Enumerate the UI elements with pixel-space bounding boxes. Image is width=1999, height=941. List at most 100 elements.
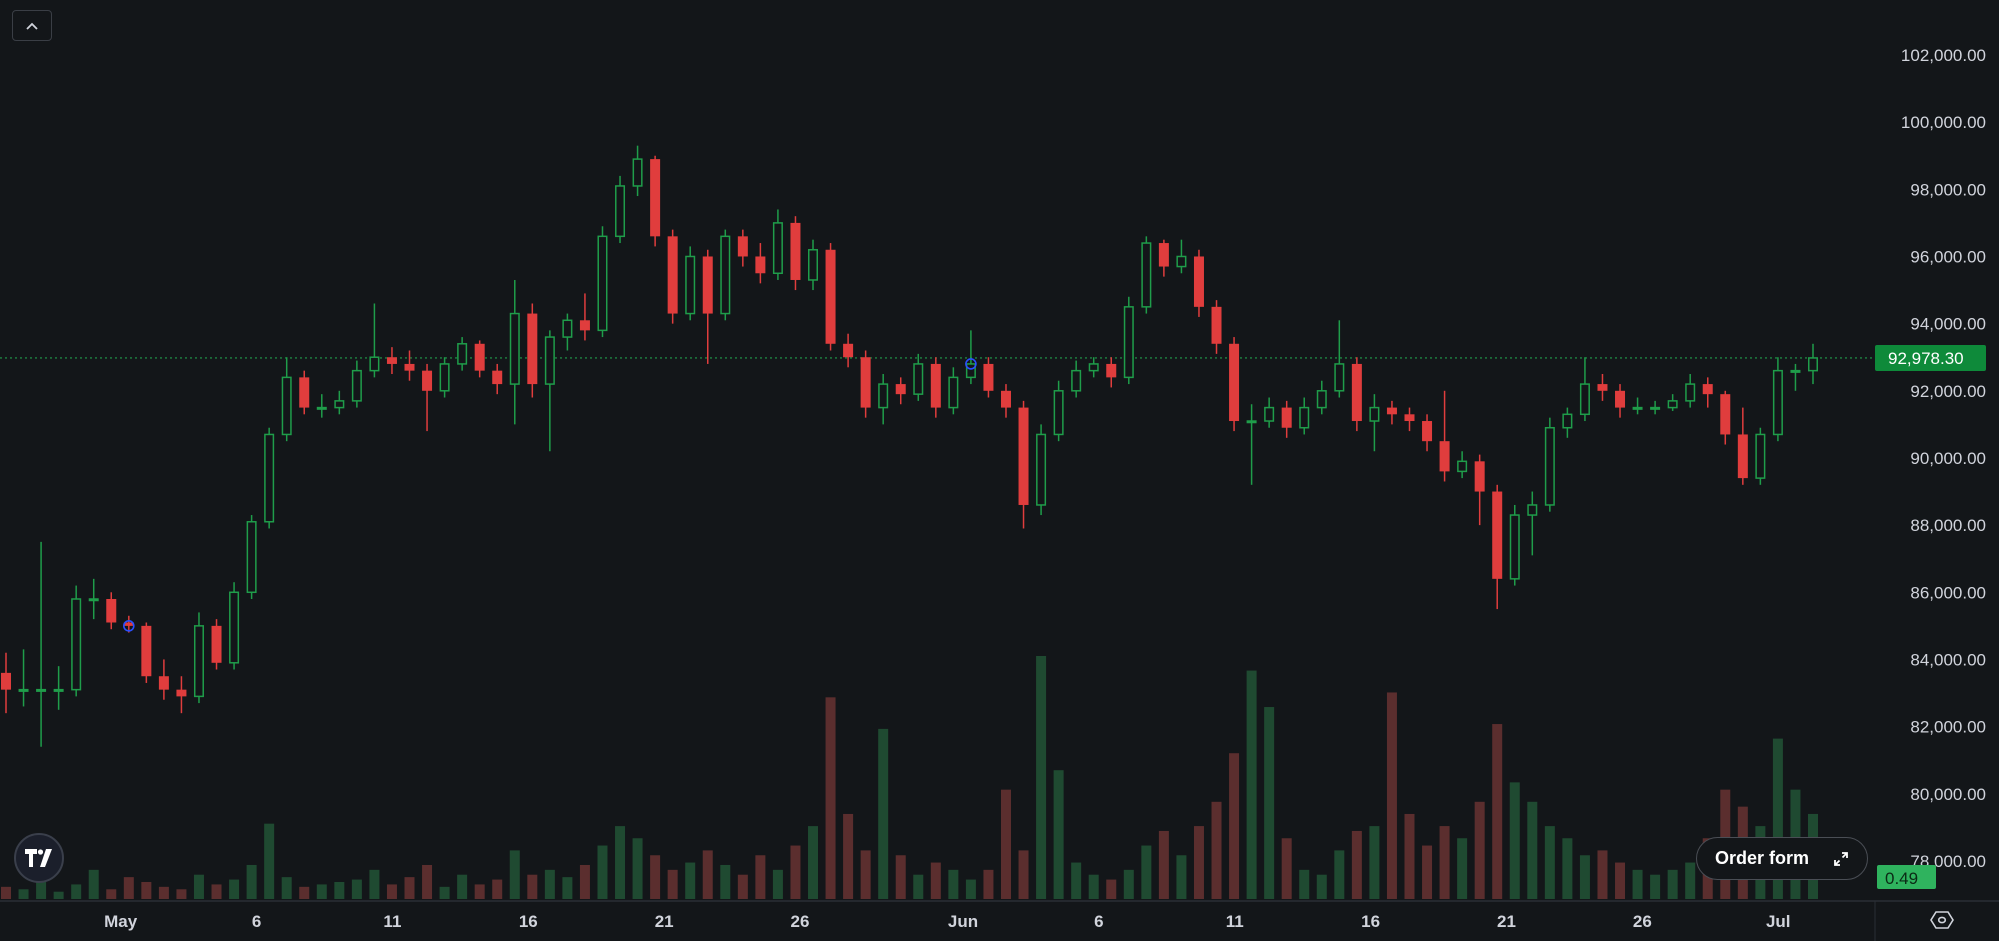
candle-body <box>1527 504 1538 516</box>
time-tick-label: 6 <box>1094 912 1103 931</box>
candle <box>1141 236 1152 314</box>
marker-circle[interactable] <box>123 620 135 632</box>
price-tick-label: 82,000.00 <box>1910 718 1986 737</box>
candle-body <box>1036 433 1047 506</box>
volume-bar <box>229 879 240 899</box>
volume-bar <box>1562 838 1573 899</box>
candle <box>422 363 433 432</box>
candle-body <box>1597 384 1608 391</box>
candle <box>106 592 117 630</box>
volume-bar <box>1193 826 1204 899</box>
candle <box>1579 357 1590 422</box>
candle <box>720 229 731 321</box>
volume-bar <box>667 869 678 899</box>
candle-body <box>211 625 222 663</box>
volume-bar <box>1316 874 1327 899</box>
last-price-label: 92,978.30 <box>1888 349 1964 368</box>
volume-bar <box>299 886 310 899</box>
candle-body <box>1 672 11 690</box>
tradingview-logo[interactable] <box>14 833 64 883</box>
candle <box>1071 360 1082 398</box>
collapse-button[interactable] <box>12 10 52 41</box>
time-axis[interactable]: May 6 11 16 21 26 Jun 6 11 16 21 26 Jul <box>104 912 1790 931</box>
candle-body <box>1088 363 1099 372</box>
candle <box>369 303 380 378</box>
volume-bar <box>1667 869 1678 899</box>
candle <box>965 330 976 385</box>
candle <box>246 515 257 599</box>
candle-body <box>737 236 748 257</box>
volume-bar <box>1632 869 1643 899</box>
order-form-button[interactable]: Order form <box>1696 837 1868 880</box>
candle-body <box>1386 407 1397 415</box>
volume-bar <box>948 869 959 899</box>
volume-bar <box>632 838 643 899</box>
candle-body <box>1334 363 1345 392</box>
volume-bar <box>509 850 520 899</box>
candle-body <box>825 249 836 344</box>
candle <box>1650 400 1661 415</box>
candle <box>878 374 889 425</box>
candle-body <box>351 369 362 402</box>
candle-body <box>1667 400 1678 409</box>
candle-body <box>650 159 661 237</box>
candle <box>88 578 99 620</box>
candle-body <box>246 521 257 594</box>
candle <box>1702 377 1713 408</box>
volume-bar <box>1036 656 1047 899</box>
volume-bar <box>1 886 11 899</box>
candle <box>123 615 134 633</box>
candle-body <box>720 235 731 315</box>
volume-bar <box>1351 830 1362 899</box>
candle-body <box>53 688 64 692</box>
candle-body <box>1579 383 1590 416</box>
time-tick-label: Jul <box>1766 912 1791 931</box>
volume-bar <box>1597 850 1608 899</box>
time-tick-label: 26 <box>791 912 810 931</box>
candle <box>1369 394 1380 452</box>
volume-bar <box>1211 801 1222 899</box>
volume-bar <box>1158 830 1169 899</box>
volume-bar <box>141 881 152 899</box>
candle <box>1615 384 1626 418</box>
chart-settings-button[interactable] <box>1926 906 1958 934</box>
candle <box>1036 424 1047 516</box>
volume-bar <box>579 864 590 899</box>
candle <box>53 666 64 710</box>
volume-bar <box>457 874 468 899</box>
volume-bar <box>1018 850 1029 899</box>
volume-bars <box>1 656 1818 899</box>
volume-bar <box>1299 869 1310 899</box>
candle-body <box>334 400 345 409</box>
price-tick-label: 90,000.00 <box>1910 449 1986 468</box>
candle-body <box>404 363 415 371</box>
volume-bar <box>71 884 82 899</box>
candle-body <box>1702 384 1713 395</box>
candle-body <box>527 313 538 385</box>
candle-body <box>685 255 696 315</box>
volume-bar <box>1386 692 1397 899</box>
volume-bar <box>1246 670 1257 899</box>
candle <box>597 226 608 338</box>
candle-body <box>316 406 327 410</box>
candle-body <box>948 376 959 409</box>
candle <box>825 243 836 351</box>
candle-body <box>123 622 134 626</box>
marker-circle[interactable] <box>965 358 977 370</box>
volume-bar <box>334 881 345 899</box>
candle <box>772 209 783 280</box>
candle-body <box>71 598 82 691</box>
candle <box>1229 337 1240 432</box>
candle <box>1755 427 1766 485</box>
candle <box>1509 504 1520 586</box>
price-axis[interactable]: 102,000.00 100,000.00 98,000.00 96,000.00 94… <box>1901 46 1986 871</box>
candle-body <box>369 356 380 372</box>
volume-bar <box>1071 862 1082 899</box>
volume-bar <box>843 813 854 899</box>
candle-body <box>930 363 941 408</box>
candle-body <box>1808 357 1818 372</box>
volume-bar <box>755 855 766 899</box>
candle-body <box>1316 390 1327 409</box>
